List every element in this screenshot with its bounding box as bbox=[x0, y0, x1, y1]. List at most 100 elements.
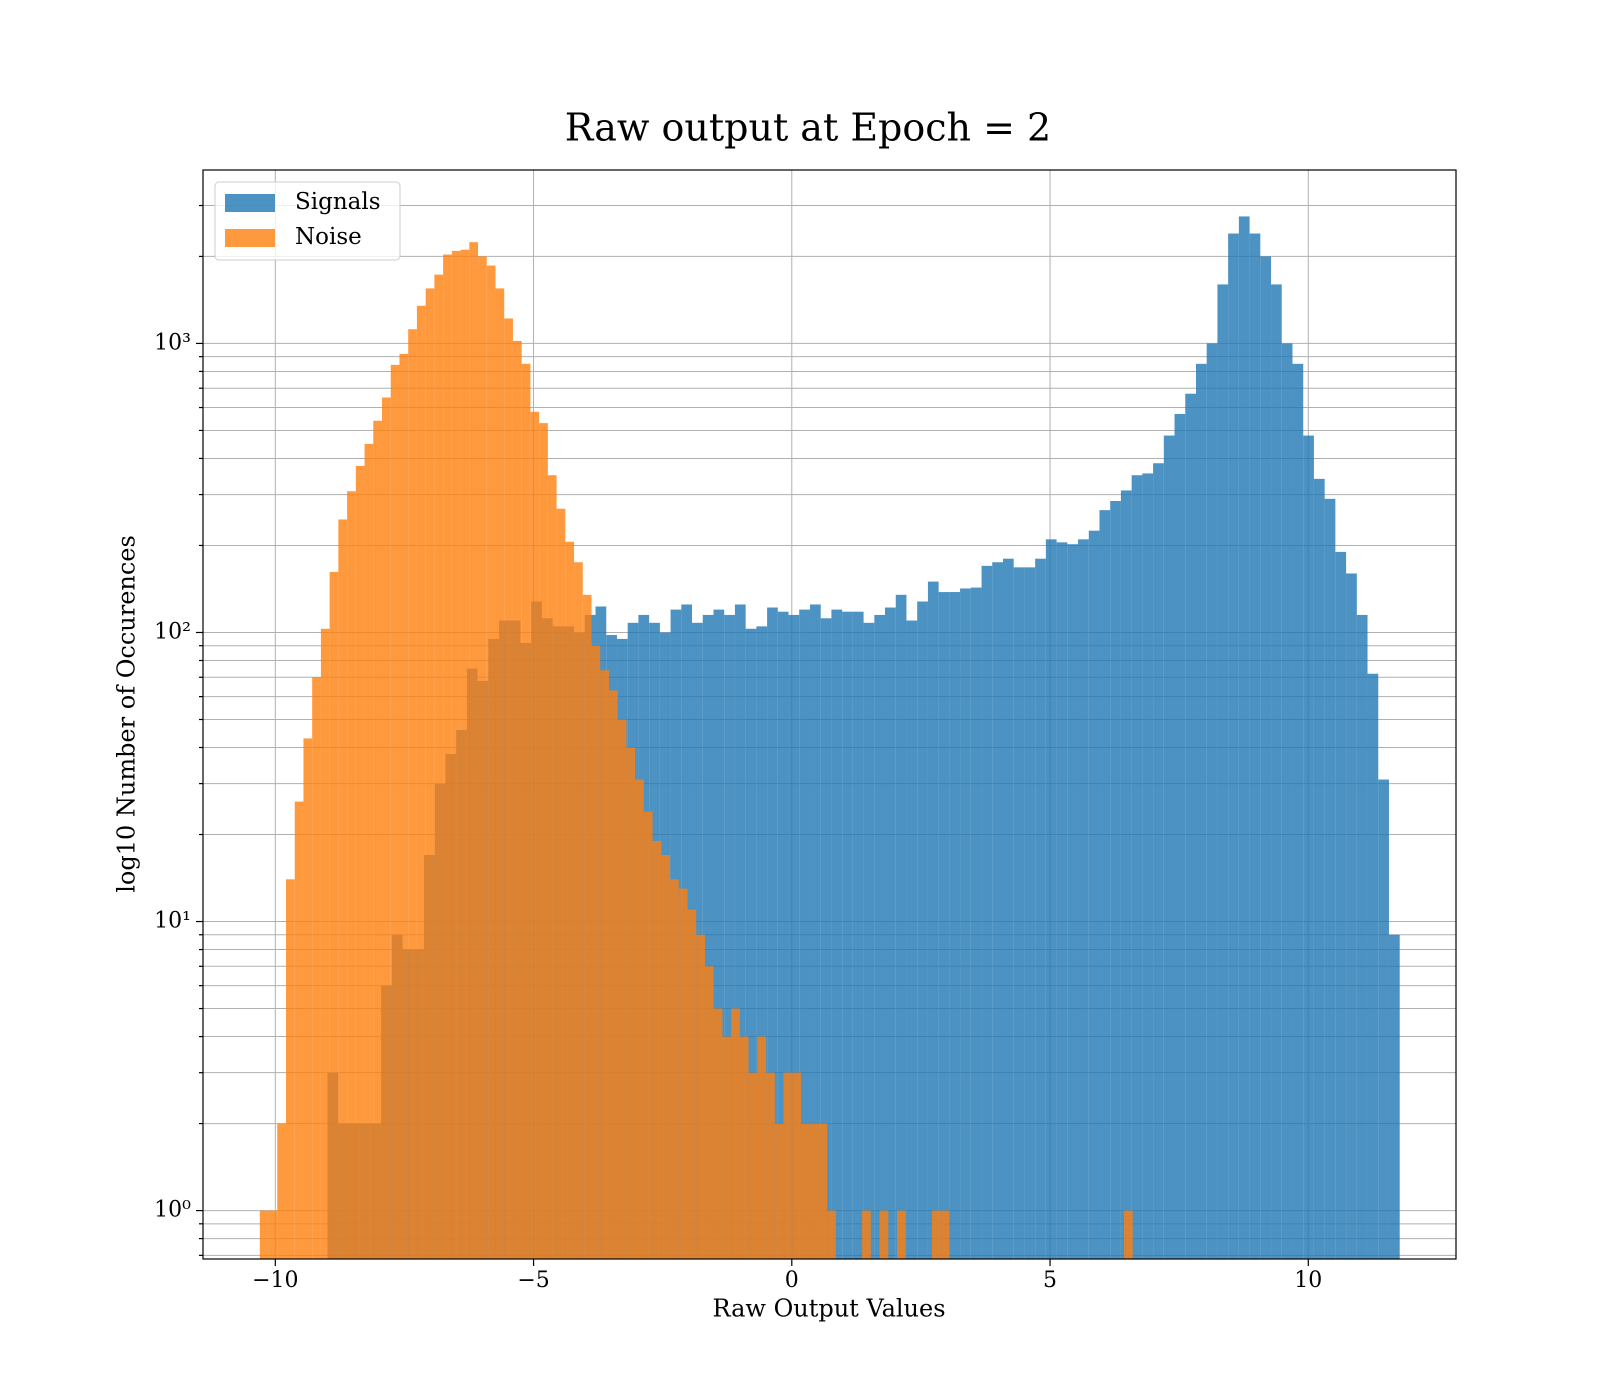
histogram-bar bbox=[906, 620, 918, 1259]
histogram-bar bbox=[1153, 463, 1164, 1260]
histogram-bar bbox=[818, 1123, 828, 1259]
histogram-bar bbox=[1249, 233, 1261, 1259]
legend-label: Noise bbox=[295, 224, 362, 250]
legend-swatch bbox=[225, 229, 275, 247]
histogram-bar bbox=[338, 519, 348, 1259]
histogram-bar bbox=[539, 423, 548, 1259]
histogram-bar bbox=[748, 1072, 758, 1259]
series-1 bbox=[259, 242, 1133, 1260]
histogram-bar bbox=[399, 353, 409, 1260]
histogram-bar bbox=[745, 628, 757, 1259]
histogram-bar bbox=[556, 508, 566, 1259]
histogram-bar bbox=[486, 265, 496, 1259]
histogram-bar bbox=[766, 1072, 775, 1259]
histogram-bar bbox=[443, 254, 452, 1260]
histogram-bar bbox=[1281, 343, 1293, 1259]
histogram-bar bbox=[1346, 573, 1357, 1259]
histogram-bar bbox=[938, 592, 950, 1259]
histogram-bar bbox=[382, 397, 391, 1259]
histogram-bar bbox=[460, 249, 470, 1259]
histogram-bar bbox=[767, 607, 778, 1259]
histogram-bar bbox=[1292, 363, 1304, 1259]
histogram-bar bbox=[1206, 343, 1218, 1259]
histogram-bar bbox=[981, 565, 993, 1259]
histogram-bar bbox=[722, 1036, 732, 1259]
histogram-bar bbox=[451, 250, 461, 1259]
histogram-bar bbox=[1056, 542, 1068, 1259]
histogram-bar bbox=[949, 592, 961, 1259]
histogram-bar bbox=[1120, 490, 1132, 1259]
histogram-bar bbox=[809, 604, 821, 1259]
histogram-bar bbox=[713, 609, 725, 1259]
histogram-bar bbox=[960, 588, 971, 1259]
histogram-bar bbox=[1131, 475, 1143, 1259]
histogram-bar bbox=[416, 305, 426, 1260]
histogram-bar bbox=[285, 879, 295, 1259]
histogram-bar bbox=[800, 1123, 810, 1259]
histogram-bar bbox=[713, 1008, 723, 1259]
histogram-bar bbox=[1024, 567, 1036, 1259]
histogram-bar bbox=[478, 256, 487, 1259]
histogram-bar bbox=[1195, 363, 1207, 1259]
histogram-bar bbox=[469, 242, 479, 1259]
histogram-bar bbox=[696, 934, 705, 1259]
histogram-bar bbox=[1238, 216, 1250, 1260]
histogram-bar bbox=[757, 1036, 767, 1259]
histogram-bar bbox=[495, 288, 505, 1259]
histogram-bar bbox=[879, 1210, 889, 1259]
histogram-bar bbox=[799, 609, 810, 1259]
histogram-bar bbox=[1313, 478, 1325, 1259]
histogram-bar bbox=[739, 1036, 749, 1259]
histogram-bar bbox=[678, 888, 688, 1259]
x-tick-label: 0 bbox=[785, 1268, 799, 1293]
histogram-bar bbox=[820, 618, 832, 1259]
histogram-bar bbox=[1099, 510, 1111, 1259]
histogram-bar bbox=[831, 609, 843, 1259]
histogram-bar bbox=[1185, 393, 1196, 1260]
histogram-bar bbox=[626, 747, 636, 1259]
histogram-bar bbox=[863, 622, 875, 1259]
histogram-bar bbox=[927, 581, 939, 1259]
histogram-bar bbox=[364, 443, 374, 1259]
histogram-bar bbox=[970, 587, 982, 1259]
histogram-bar bbox=[862, 1210, 871, 1259]
histogram-bar bbox=[885, 607, 896, 1259]
histogram-bar bbox=[1078, 539, 1089, 1259]
histogram-bar bbox=[277, 1123, 286, 1259]
x-axis-label: Raw Output Values bbox=[712, 1295, 945, 1323]
chart-title: Raw output at Epoch = 2 bbox=[565, 106, 1051, 150]
histogram-bar bbox=[724, 614, 735, 1259]
histogram-bar bbox=[635, 779, 644, 1259]
histogram-bar bbox=[512, 340, 522, 1260]
histogram-bar bbox=[1035, 558, 1046, 1259]
histogram-bar bbox=[268, 1210, 278, 1259]
histogram-bar bbox=[608, 690, 618, 1259]
histogram-bar bbox=[425, 288, 435, 1259]
histogram-bar bbox=[783, 1072, 793, 1259]
histogram-bar bbox=[992, 562, 1003, 1259]
histogram-bar bbox=[390, 364, 400, 1259]
histogram-bar bbox=[574, 562, 583, 1259]
histogram-bar bbox=[1217, 284, 1229, 1259]
histogram-bar bbox=[1335, 551, 1347, 1259]
histogram-bar bbox=[1356, 614, 1368, 1259]
x-tick-label: −5 bbox=[517, 1268, 549, 1293]
histogram-bar bbox=[874, 614, 886, 1259]
histogram-bar bbox=[777, 611, 789, 1259]
histogram-bar bbox=[259, 1210, 269, 1259]
histogram-bar bbox=[1142, 473, 1154, 1259]
y-axis-label: log10 Number of Occurences bbox=[113, 535, 141, 893]
histogram-bar bbox=[565, 541, 575, 1259]
histogram-bar bbox=[1045, 539, 1057, 1259]
histogram-bar bbox=[530, 411, 540, 1259]
histogram-bar bbox=[670, 879, 679, 1259]
histogram-bar bbox=[504, 318, 513, 1259]
histogram-bar bbox=[687, 909, 697, 1259]
histogram-bar bbox=[347, 491, 356, 1260]
histogram-bar bbox=[809, 1123, 819, 1259]
histogram-bar bbox=[617, 719, 627, 1259]
histogram-bar bbox=[329, 571, 339, 1259]
histogram-bar bbox=[842, 611, 853, 1259]
histogram-bar bbox=[591, 645, 601, 1259]
